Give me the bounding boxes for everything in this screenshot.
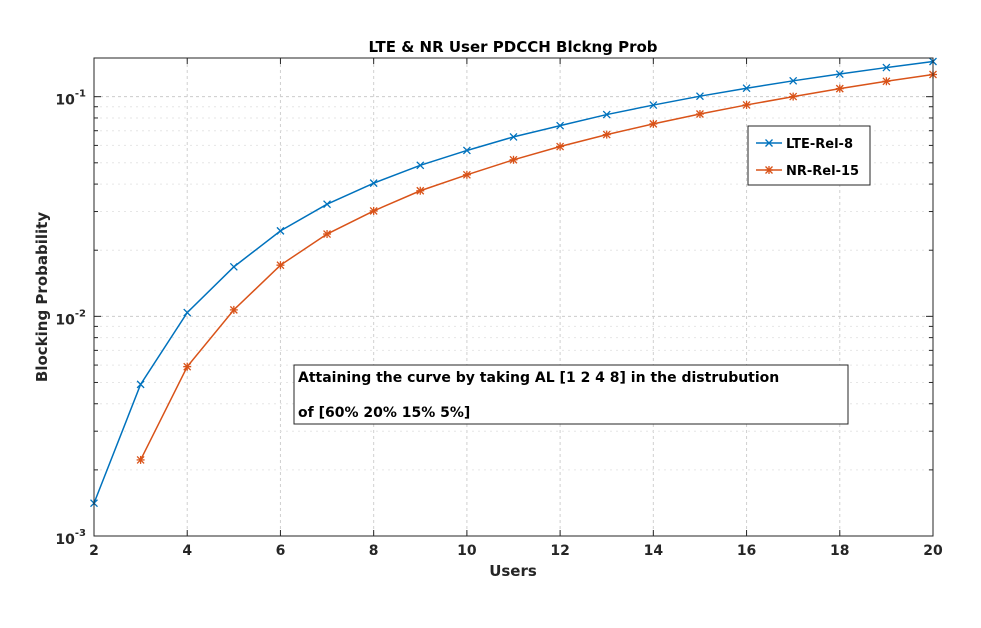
marker-stroke [835, 70, 844, 78]
data-point-lte-rel-8 [695, 92, 704, 101]
data-point-lte-rel-8 [276, 226, 285, 235]
data-point-lte-rel-8 [369, 179, 378, 188]
annotation-line-1: Attaining the curve by taking AL [1 2 4 … [298, 370, 779, 386]
data-point-lte-rel-8 [416, 161, 425, 170]
legend: LTE-Rel-8 NR-Rel-15 [747, 125, 871, 186]
data-point-nr-rel-15 [882, 77, 891, 86]
legend-entries: LTE-Rel-8 NR-Rel-15 [756, 137, 859, 179]
data-point-lte-rel-8 [602, 110, 611, 119]
marker-stroke [556, 121, 565, 130]
data-point-nr-rel-15 [509, 155, 518, 164]
x-axis-label: Users [489, 562, 537, 580]
x-tick-label: 8 [369, 543, 379, 559]
x-tick-label: 14 [644, 543, 664, 559]
legend-label-lte-rel-8: LTE-Rel-8 [786, 137, 853, 152]
legend-box [747, 125, 871, 186]
data-point-lte-rel-8 [742, 84, 751, 93]
data-point-lte-rel-8 [229, 262, 238, 271]
data-point-nr-rel-15 [369, 206, 378, 215]
annotation: Attaining the curve by taking AL [1 2 4 … [293, 364, 849, 425]
data-point-nr-rel-15 [602, 130, 611, 139]
data-point-nr-rel-15 [742, 100, 751, 109]
marker-stroke [323, 200, 332, 209]
marker-stroke [789, 76, 798, 85]
x-tick-label: 16 [737, 543, 756, 559]
y-axis-label: Blocking Probability [33, 212, 51, 382]
data-point-lte-rel-8 [136, 380, 145, 389]
y-tick-label: 10-1 [55, 89, 86, 109]
marker-stroke [462, 146, 471, 155]
annotation-line-2: of [60% 20% 15% 5%] [298, 405, 470, 421]
y-tick-label: 10-2 [55, 308, 86, 328]
legend-marker-lte-rel-8 [765, 139, 773, 147]
marker-stroke [882, 63, 891, 72]
x-tick-label: 4 [182, 543, 192, 559]
marker-stroke [276, 226, 285, 235]
x-tick-label: 18 [830, 543, 849, 559]
data-point-lte-rel-8 [323, 200, 332, 209]
marker-stroke [695, 92, 704, 101]
data-point-lte-rel-8 [183, 308, 192, 317]
marker-stroke [369, 179, 378, 188]
data-point-nr-rel-15 [556, 142, 565, 151]
marker-stroke [509, 132, 518, 141]
legend-label-nr-rel-15: NR-Rel-15 [786, 164, 859, 179]
data-point-nr-rel-15 [229, 305, 238, 314]
marker-stroke [649, 101, 658, 110]
grid [94, 58, 933, 536]
x-tick-label: 2 [89, 543, 99, 559]
series-layer [90, 57, 937, 508]
data-point-lte-rel-8 [835, 70, 844, 78]
data-point-nr-rel-15 [323, 230, 332, 239]
marker-stroke [416, 161, 425, 170]
data-point-lte-rel-8 [462, 146, 471, 155]
data-point-nr-rel-15 [835, 84, 844, 93]
data-point-lte-rel-8 [882, 63, 891, 72]
marker-stroke [765, 139, 773, 147]
series-line-nr-rel-15 [139, 73, 934, 461]
y-tick-label: 10-3 [55, 528, 86, 548]
data-point-nr-rel-15 [276, 261, 285, 270]
marker-stroke [602, 110, 611, 119]
marker-stroke [742, 84, 751, 93]
marker-stroke [183, 308, 192, 317]
marker-stroke [229, 262, 238, 271]
axes-box [93, 57, 934, 537]
x-tick-label: 20 [923, 543, 943, 559]
data-point-nr-rel-15 [183, 362, 192, 371]
data-point-nr-rel-15 [789, 92, 798, 101]
annotation-box [293, 364, 849, 425]
data-point-nr-rel-15 [462, 170, 471, 179]
x-tick-label: 6 [276, 543, 286, 559]
data-point-lte-rel-8 [649, 101, 658, 110]
marker-stroke [136, 380, 145, 389]
x-tick-label: 12 [550, 543, 569, 559]
data-point-nr-rel-15 [136, 455, 145, 464]
legend-marker-nr-rel-15 [765, 166, 773, 174]
chart-title: LTE & NR User PDCCH Blckng Prob [368, 38, 657, 56]
ticks: 2 4 6 8 10 12 14 16 18 20 10-3 10-2 10-1 [55, 58, 943, 559]
data-point-lte-rel-8 [509, 132, 518, 141]
data-point-lte-rel-8 [556, 121, 565, 130]
x-tick-label: 10 [457, 543, 477, 559]
data-point-nr-rel-15 [695, 109, 704, 118]
data-point-nr-rel-15 [649, 119, 658, 128]
data-point-nr-rel-15 [416, 186, 425, 195]
data-point-lte-rel-8 [789, 76, 798, 85]
